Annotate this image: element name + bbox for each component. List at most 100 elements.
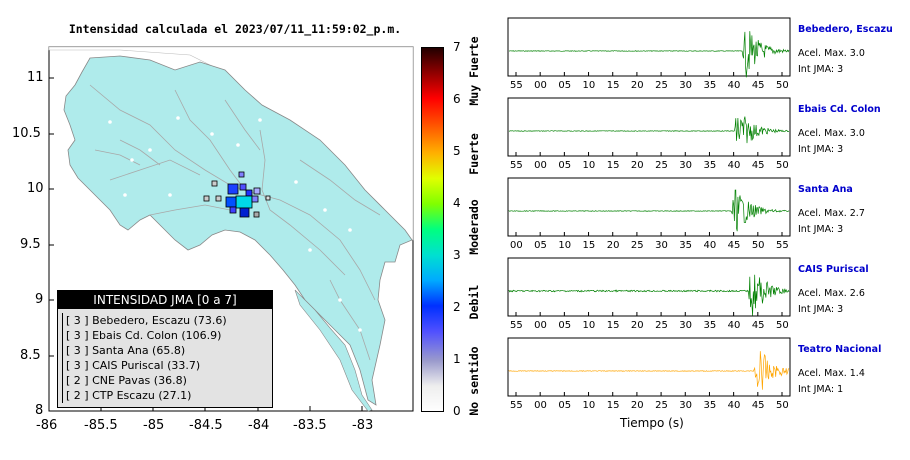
time-tick-label: 40 bbox=[727, 160, 741, 171]
intensity-colorbar bbox=[421, 47, 444, 412]
x-tick-label: -85.5 bbox=[84, 418, 118, 433]
colorbar-tick: 1 bbox=[453, 352, 461, 366]
time-tick-label: 55 bbox=[510, 160, 523, 171]
time-tick-label: 10 bbox=[582, 320, 596, 331]
time-tick-label: 20 bbox=[630, 400, 644, 411]
station-accel: Acel. Max. 3.0 bbox=[798, 48, 865, 59]
x-tick-label: -84.5 bbox=[189, 418, 223, 433]
colorbar-word: Muy Fuerte bbox=[467, 36, 481, 106]
time-tick-label: 35 bbox=[679, 240, 692, 251]
station-accel: Acel. Max. 2.6 bbox=[798, 288, 865, 299]
time-tick-label: 00 bbox=[510, 240, 523, 251]
waveform-trace bbox=[508, 351, 790, 390]
y-tick-label: 9.5 bbox=[20, 237, 41, 252]
time-tick-label: 00 bbox=[534, 80, 547, 91]
legend-item: [ 3 ] Santa Ana (65.8) bbox=[62, 343, 272, 358]
time-tick-label: 40 bbox=[727, 80, 741, 91]
station-name: Bebedero, Escazu bbox=[798, 24, 893, 35]
station-intensity: Int JMA: 3 bbox=[798, 224, 844, 235]
station-intensity: Int JMA: 1 bbox=[798, 384, 844, 395]
legend-item: [ 2 ] CNE Pavas (36.8) bbox=[62, 373, 272, 388]
waveform-trace bbox=[508, 274, 790, 316]
time-tick-label: 35 bbox=[703, 160, 717, 171]
time-tick-label: 30 bbox=[679, 320, 692, 331]
time-tick-label: 30 bbox=[679, 160, 692, 171]
legend-item: [ 3 ] Bebedero, Escazu (73.6) bbox=[62, 313, 272, 328]
map-title: Intensidad calculada el 2023/07/11_11:59… bbox=[68, 22, 402, 36]
y-tick-label: 10.5 bbox=[12, 126, 41, 141]
time-tick-label: 05 bbox=[558, 400, 572, 411]
legend-item: [ 3 ] CAIS Puriscal (33.7) bbox=[62, 358, 272, 373]
time-tick-label: 50 bbox=[751, 240, 765, 251]
waveform-trace bbox=[509, 31, 790, 78]
time-tick-label: 10 bbox=[558, 240, 572, 251]
time-tick-label: 50 bbox=[776, 320, 789, 331]
time-tick-label: 45 bbox=[751, 320, 765, 331]
colorbar-tick: 0 bbox=[453, 404, 461, 418]
time-tick-label: 15 bbox=[582, 240, 596, 251]
colorbar-tick: 7 bbox=[453, 40, 461, 54]
station-name: Ebais Cd. Colon bbox=[798, 104, 881, 115]
legend-item: [ 2 ] CTP Escazu (27.1) bbox=[62, 388, 272, 403]
colorbar-tick: 5 bbox=[453, 144, 461, 158]
time-tick-label: 00 bbox=[534, 400, 547, 411]
seismogram-frame bbox=[507, 177, 791, 237]
time-tick-label: 15 bbox=[606, 80, 620, 91]
time-tick-label: 15 bbox=[606, 160, 620, 171]
waveform-trace bbox=[508, 116, 790, 144]
station-name: Santa Ana bbox=[798, 184, 853, 195]
time-tick-label: 05 bbox=[534, 240, 547, 251]
colorbar-tick: 6 bbox=[453, 92, 461, 106]
time-tick-label: 05 bbox=[558, 80, 572, 91]
time-tick-label: 35 bbox=[703, 400, 717, 411]
y-tick-label: 10 bbox=[27, 181, 44, 196]
legend-title: INTENSIDAD JMA [0 a 7] bbox=[58, 291, 272, 309]
time-tick-label: 25 bbox=[655, 320, 668, 331]
y-tick-label: 11 bbox=[27, 70, 44, 85]
time-tick-label: 55 bbox=[510, 320, 523, 331]
time-tick-label: 55 bbox=[776, 240, 789, 251]
time-tick-label: 25 bbox=[630, 240, 644, 251]
time-tick-label: 45 bbox=[751, 80, 765, 91]
station-intensity: Int JMA: 3 bbox=[798, 64, 844, 75]
station-accel: Acel. Max. 2.7 bbox=[798, 208, 865, 219]
time-axis-label: Tiempo (s) bbox=[620, 416, 684, 430]
time-tick-label: 20 bbox=[606, 240, 620, 251]
time-tick-label: 50 bbox=[776, 400, 789, 411]
y-tick-label: 8.5 bbox=[20, 348, 41, 363]
seismogram-frame bbox=[507, 337, 791, 397]
station-name: CAIS Puriscal bbox=[798, 264, 869, 275]
colorbar-word: No sentido bbox=[467, 346, 481, 416]
time-tick-label: 55 bbox=[510, 400, 523, 411]
time-tick-label: 15 bbox=[606, 320, 620, 331]
x-tick-label: -84 bbox=[248, 418, 270, 433]
time-tick-label: 10 bbox=[582, 160, 596, 171]
time-tick-label: 30 bbox=[679, 80, 692, 91]
seismogram-frame bbox=[507, 257, 791, 317]
time-tick-label: 25 bbox=[655, 160, 668, 171]
station-accel: Acel. Max. 3.0 bbox=[798, 128, 865, 139]
colorbar-tick: 3 bbox=[453, 248, 461, 262]
time-tick-label: 25 bbox=[655, 400, 668, 411]
time-tick-label: 25 bbox=[655, 80, 668, 91]
time-tick-label: 05 bbox=[558, 320, 572, 331]
station-intensity: Int JMA: 3 bbox=[798, 144, 844, 155]
intensity-legend: INTENSIDAD JMA [0 a 7] [ 3 ] Bebedero, E… bbox=[57, 290, 273, 408]
legend-item: [ 3 ] Ebais Cd. Colon (106.9) bbox=[62, 328, 272, 343]
time-tick-label: 20 bbox=[630, 160, 644, 171]
time-tick-label: 40 bbox=[703, 240, 717, 251]
time-tick-label: 20 bbox=[630, 80, 644, 91]
intensity-cells bbox=[203, 171, 271, 218]
y-tick-label: 8 bbox=[35, 403, 44, 418]
time-tick-label: 50 bbox=[776, 160, 789, 171]
time-tick-label: 15 bbox=[606, 400, 620, 411]
time-tick-label: 40 bbox=[727, 400, 741, 411]
x-tick-label: -85 bbox=[143, 418, 165, 433]
time-tick-label: 10 bbox=[582, 400, 596, 411]
time-tick-label: 35 bbox=[703, 320, 717, 331]
station-name: Teatro Nacional bbox=[798, 344, 882, 355]
x-tick-label: -83 bbox=[352, 418, 374, 433]
colorbar-tick: 2 bbox=[453, 300, 461, 314]
time-tick-label: 40 bbox=[727, 320, 741, 331]
time-tick-label: 45 bbox=[751, 160, 765, 171]
